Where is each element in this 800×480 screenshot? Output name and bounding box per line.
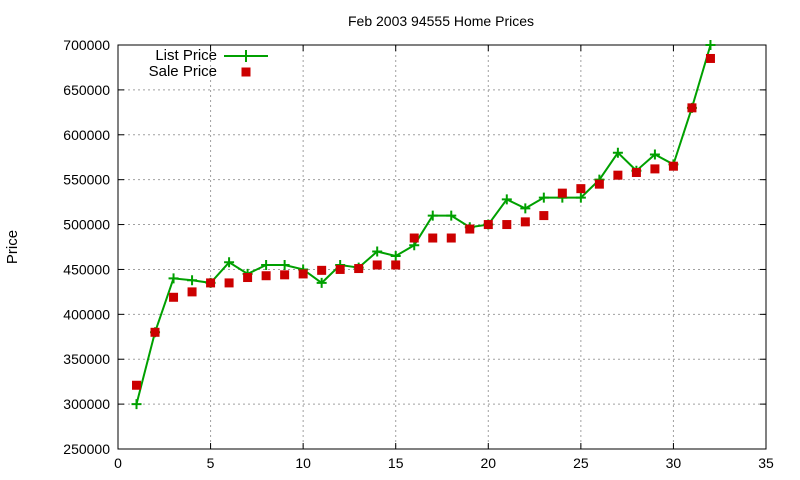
- list-price-point: [520, 203, 531, 214]
- sale-price-point: [668, 161, 678, 171]
- y-tick-label: 300000: [63, 396, 110, 412]
- sale-price-point: [465, 224, 475, 234]
- list-price-point: [316, 277, 327, 288]
- list-price-point: [372, 246, 383, 257]
- list-price-point: [446, 210, 457, 221]
- sale-price-point: [187, 287, 197, 297]
- series-sale-price: [132, 53, 715, 390]
- list-price-point: [224, 257, 235, 268]
- y-tick-label: 250000: [63, 441, 110, 457]
- list-price-point: [279, 259, 290, 270]
- sale-price-point: [335, 264, 345, 274]
- list-price-point: [390, 250, 401, 261]
- list-price-point: [705, 40, 716, 50]
- sale-price-point: [132, 380, 142, 390]
- y-tick-label: 700000: [63, 37, 110, 53]
- x-tick-label: 0: [114, 455, 122, 471]
- list-price-point: [538, 192, 549, 203]
- sale-price-point: [483, 220, 493, 230]
- sale-price-point: [317, 265, 327, 275]
- legend-marker-sale-price: [241, 67, 251, 77]
- y-axis-label: Price: [4, 230, 21, 264]
- y-tick-label: 400000: [63, 306, 110, 322]
- sale-price-point: [261, 271, 271, 281]
- sale-price-point: [298, 269, 308, 279]
- sale-price-point: [576, 184, 586, 194]
- sale-price-point: [446, 233, 456, 243]
- sale-price-point: [520, 217, 530, 227]
- y-tick-label: 450000: [63, 261, 110, 277]
- list-price-point: [427, 210, 438, 221]
- list-price-point: [612, 147, 623, 158]
- x-tick-label: 5: [207, 455, 215, 471]
- list-price-point: [501, 194, 512, 205]
- grid-lines: [118, 45, 766, 449]
- list-price-point: [168, 273, 179, 284]
- sale-price-point: [409, 233, 419, 243]
- list-price-point: [131, 399, 142, 410]
- list-price-point: [187, 275, 198, 286]
- sale-price-point: [613, 170, 623, 180]
- sale-price-point: [224, 278, 234, 288]
- legend: List Price Sale Price: [149, 47, 268, 80]
- y-tick-label: 600000: [63, 127, 110, 143]
- y-tick-label: 350000: [63, 351, 110, 367]
- sale-price-point: [280, 270, 290, 280]
- sale-price-point: [631, 167, 641, 177]
- plot-frame: [117, 44, 767, 450]
- x-tick-label: 25: [573, 455, 589, 471]
- sale-price-point: [594, 179, 604, 189]
- sale-price-point: [650, 164, 660, 174]
- y-tick-label: 500000: [63, 217, 110, 233]
- list-price-point: [575, 192, 586, 203]
- legend-marker-list-price: [240, 50, 252, 62]
- list-price-point: [649, 149, 660, 160]
- x-tick-label: 15: [388, 455, 404, 471]
- sale-price-point: [687, 103, 697, 113]
- sale-price-point: [391, 260, 401, 270]
- sale-price-point: [557, 188, 567, 198]
- x-tick-label: 20: [480, 455, 496, 471]
- sale-price-point: [539, 211, 549, 221]
- legend-label-list-price: List Price: [155, 47, 217, 64]
- sale-price-point: [354, 264, 364, 274]
- sale-price-point: [428, 233, 438, 243]
- sale-price-point: [206, 278, 216, 288]
- chart-title: Feb 2003 94555 Home Prices: [348, 13, 534, 29]
- list-price-point: [261, 259, 272, 270]
- list-price-line: [135, 44, 712, 405]
- x-tick-label: 35: [758, 455, 774, 471]
- y-axis: 250000 300000 350000 400000 450000 500000 5500…: [63, 37, 766, 457]
- y-tick-label: 550000: [63, 172, 110, 188]
- sale-price-point: [502, 220, 512, 230]
- x-tick-label: 30: [666, 455, 682, 471]
- legend-label-sale-price: Sale Price: [149, 63, 217, 80]
- sale-price-point: [243, 273, 253, 283]
- x-axis: 0 5 10 15 20 25 30 35: [114, 45, 774, 471]
- y-tick-label: 650000: [63, 82, 110, 98]
- sale-price-point: [705, 53, 715, 63]
- sale-price-point: [372, 260, 382, 270]
- sale-price-point: [169, 292, 179, 302]
- sale-price-point: [150, 327, 160, 337]
- x-tick-label: 10: [295, 455, 311, 471]
